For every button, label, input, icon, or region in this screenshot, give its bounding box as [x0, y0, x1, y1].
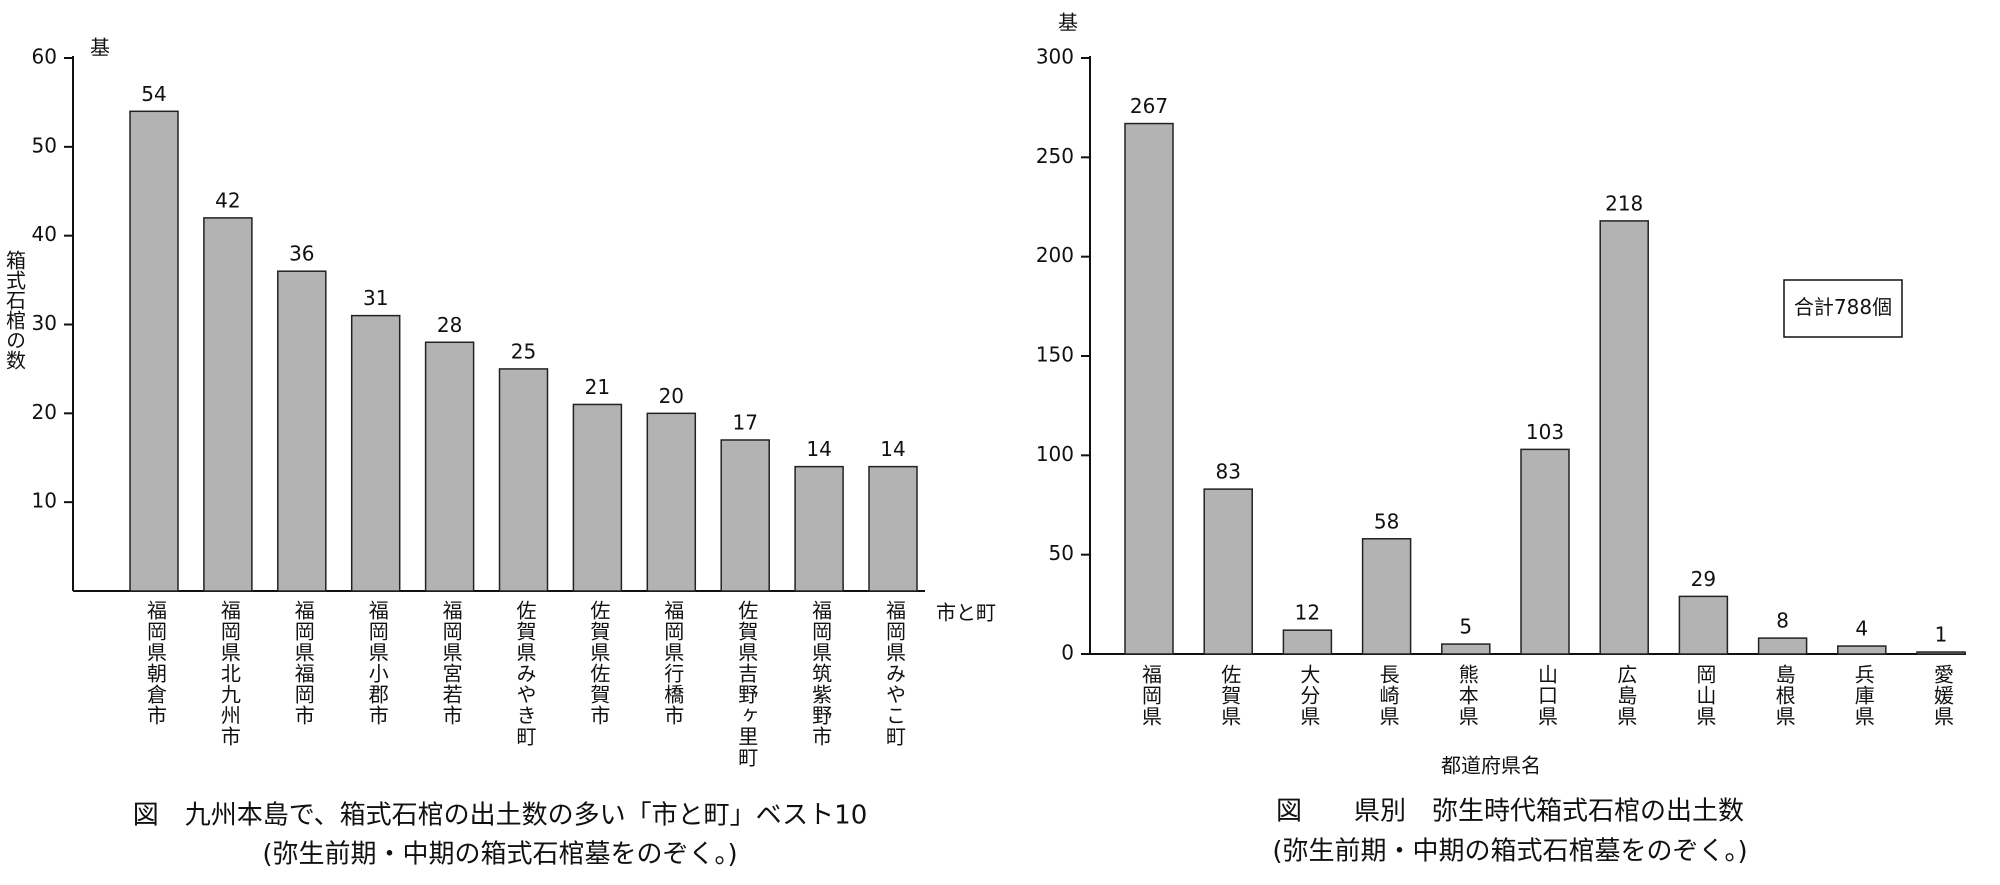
x-tick-label: 福岡県筑紫野市 [809, 600, 833, 747]
y-tick-label: 30 [32, 311, 57, 335]
bar [424, 341, 475, 592]
chart-subtitle: (弥生前期・中期の箱式石棺墓をのぞく。) [1272, 837, 1747, 867]
value-label: 54 [141, 82, 166, 106]
value-label: 31 [363, 286, 388, 310]
x-tick-label: 福岡県行橋市 [661, 600, 685, 726]
bar [1282, 629, 1333, 655]
value-label: 14 [880, 437, 905, 461]
y-tick-label: 200 [1036, 243, 1074, 267]
bar [1520, 448, 1570, 655]
x-tick-label: 福岡県朝倉市 [144, 600, 168, 726]
y-tick-label: 100 [1036, 442, 1074, 466]
bar [720, 439, 770, 592]
value-label: 218 [1605, 191, 1643, 215]
x-tick-label: 岡山県 [1693, 664, 1717, 727]
y-tick-label: 60 [32, 45, 57, 69]
x-tick-label: 兵庫県 [1851, 664, 1875, 727]
value-label: 12 [1295, 601, 1320, 625]
x-tick-label: 福岡県宮若市 [439, 600, 463, 726]
bar [498, 368, 549, 592]
bar [1916, 651, 1966, 655]
bar [1124, 122, 1174, 655]
chart-title: 図 九州本島で、箱式石棺の出土数の多い「市と町」ベスト10 [133, 801, 868, 831]
bar [1441, 643, 1491, 655]
x-tick-label: 福岡県北九州市 [217, 600, 241, 747]
y-unit: 基 [90, 36, 110, 60]
bar [1837, 645, 1887, 655]
value-label: 267 [1130, 94, 1168, 118]
value-label: 103 [1526, 420, 1564, 444]
bar [129, 110, 179, 592]
y-tick-label: 50 [32, 133, 57, 157]
x-tick-label: 大分県 [1297, 664, 1321, 727]
value-label: 21 [585, 375, 610, 399]
x-tick-label: 愛媛県 [1931, 664, 1955, 727]
y-axis-label: 箱式石棺の数 [3, 250, 27, 370]
value-label: 17 [732, 410, 757, 434]
value-label: 28 [437, 313, 462, 337]
value-label: 83 [1215, 460, 1240, 484]
y-tick-label: 10 [32, 489, 57, 513]
bar [868, 465, 918, 592]
value-label: 29 [1691, 567, 1716, 591]
x-tick-label: 佐賀県みやき町 [513, 600, 537, 747]
x-tick-label: 熊本県 [1455, 664, 1479, 727]
bar [1361, 538, 1412, 655]
bar [1599, 220, 1649, 655]
bar [1757, 637, 1808, 655]
y-tick-label: 50 [1049, 541, 1074, 565]
value-label: 5 [1459, 615, 1472, 639]
x-axis-label: 都道府県名 [1441, 754, 1541, 778]
y-tick-label: 20 [32, 400, 57, 424]
bar [350, 314, 401, 592]
value-label: 4 [1855, 617, 1868, 641]
value-label: 1 [1935, 623, 1948, 647]
x-tick-label: 福岡県福岡市 [291, 600, 315, 726]
x-tick-label: 福岡県みやこ町 [883, 600, 907, 747]
y-tick-label: 150 [1036, 343, 1074, 367]
value-label: 20 [659, 384, 684, 408]
bar [277, 270, 327, 592]
x-tick-label: 山口県 [1535, 664, 1559, 727]
annotation-box [1783, 279, 1903, 338]
x-tick-label: 島根県 [1772, 664, 1796, 727]
x-tick-label: 広島県 [1614, 664, 1638, 727]
x-tick-label: 佐賀県吉野ヶ里町 [735, 600, 759, 768]
y-tick-label: 300 [1036, 45, 1074, 69]
y-tick-label: 250 [1036, 144, 1074, 168]
bar [572, 403, 623, 592]
x-axis-label: 市と町 [936, 601, 996, 625]
x-tick-label: 長崎県 [1376, 664, 1400, 727]
value-label: 8 [1776, 609, 1789, 633]
value-label: 25 [511, 339, 536, 363]
bar [646, 412, 697, 592]
chart-subtitle: (弥生前期・中期の箱式石棺墓をのぞく。) [262, 840, 737, 870]
value-label: 58 [1374, 509, 1399, 533]
value-label: 14 [806, 437, 831, 461]
bar [794, 465, 844, 592]
bar [203, 217, 253, 592]
value-label: 42 [215, 188, 240, 212]
y-tick-label: 40 [32, 222, 57, 246]
x-tick-label: 福岡県小郡市 [365, 600, 389, 726]
x-tick-label: 福岡県 [1139, 664, 1163, 727]
y-unit: 基 [1058, 11, 1078, 35]
x-tick-label: 佐賀県佐賀市 [587, 600, 611, 726]
annotation: 合計788個 [1794, 295, 1892, 319]
value-label: 36 [289, 242, 314, 266]
bar [1678, 595, 1729, 655]
y-tick-label: 0 [1061, 641, 1074, 665]
chart-title: 図 県別 弥生時代箱式石棺の出土数 [1276, 797, 1744, 827]
bar [1203, 488, 1253, 655]
x-tick-label: 佐賀県 [1218, 664, 1242, 727]
